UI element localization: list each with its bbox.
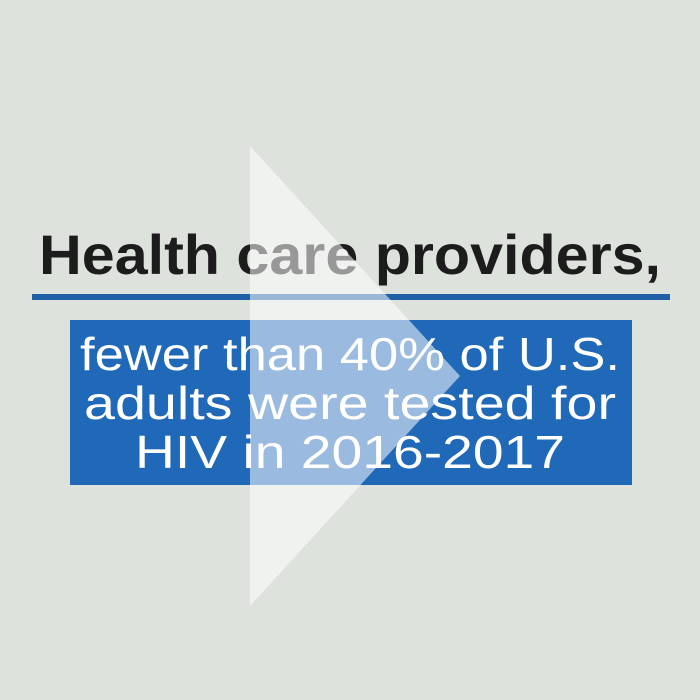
play-button[interactable]	[250, 146, 460, 606]
